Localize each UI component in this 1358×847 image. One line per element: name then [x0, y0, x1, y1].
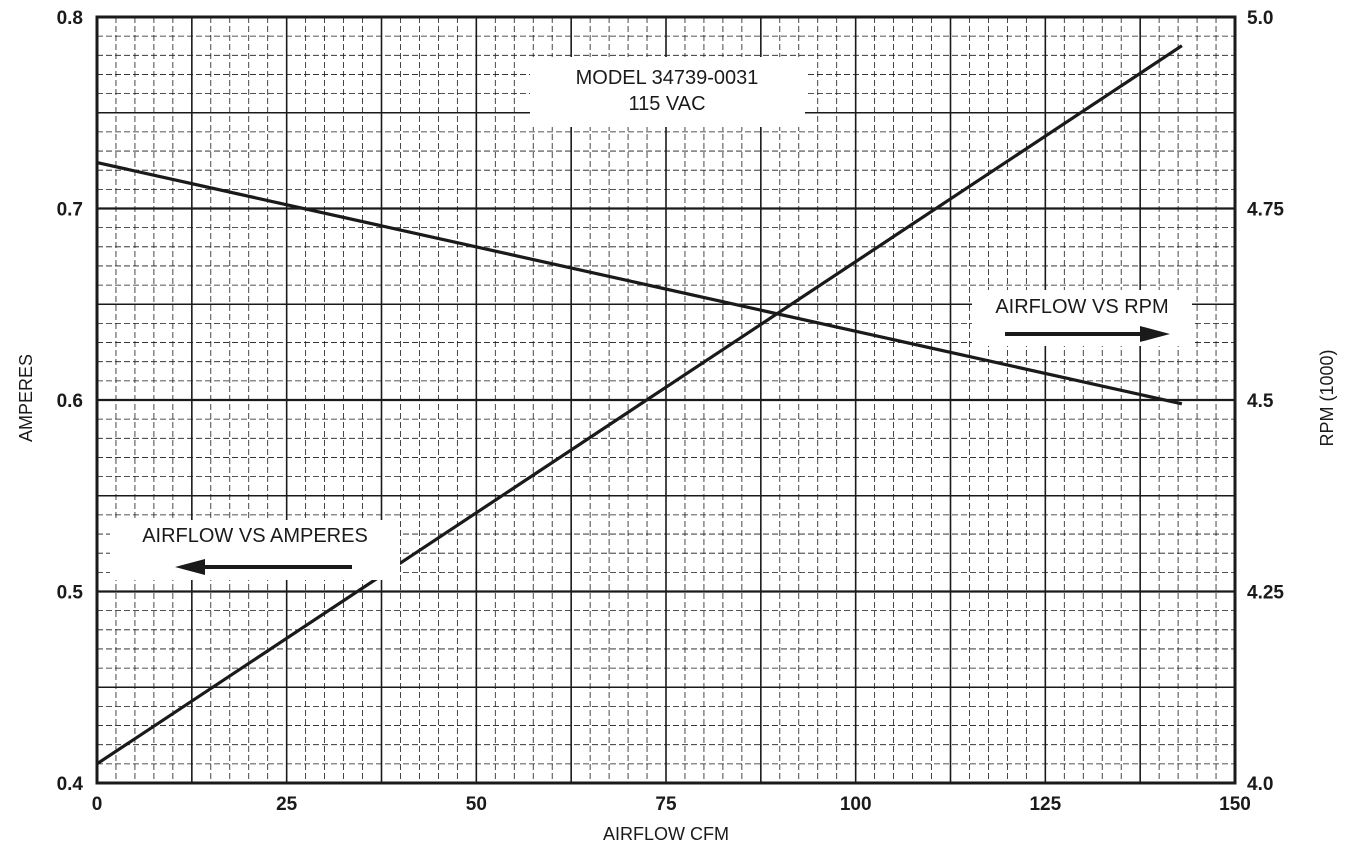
y-left-tick-label: 0.8 — [57, 8, 83, 29]
x-tick-label: 50 — [466, 794, 487, 815]
y-right-tick-label: 5.0 — [1247, 8, 1273, 29]
chart-title-line-2: 115 VAC — [628, 93, 705, 115]
x-tick-label: 0 — [92, 794, 103, 815]
series-group — [96, 44, 1183, 766]
y-left-tick-label: 0.7 — [57, 200, 83, 221]
y-left-tick-label: 0.6 — [57, 391, 83, 412]
annotation-rpm: AIRFLOW VS RPM — [972, 290, 1192, 346]
series-line-1 — [96, 44, 1183, 766]
x-tick-label: 75 — [655, 794, 677, 815]
chart-title-box: MODEL 34739-0031 115 VAC — [530, 57, 805, 127]
series-line-2 — [96, 160, 1183, 406]
y-axis-left-title: AMPERES — [16, 354, 36, 442]
x-tick-label: 100 — [840, 794, 872, 815]
x-axis-title: AIRFLOW CFM — [603, 824, 729, 844]
annotation-amperes-arrowhead — [175, 559, 205, 575]
tick-labels: 0 25 50 75 100 125 150 0.4 0.5 0.6 0.7 0.8 4.0 4.25 4.… — [57, 8, 1285, 815]
chart-title-line-1: MODEL 34739-0031 — [576, 67, 759, 89]
y-axis-right-title: RPM (1000) — [1317, 349, 1337, 446]
annotation-rpm-arrowhead — [1140, 326, 1170, 342]
x-tick-label: 125 — [1029, 794, 1061, 815]
annotation-rpm-label: AIRFLOW VS RPM — [995, 296, 1168, 318]
grid — [97, 17, 1235, 783]
y-left-tick-label: 0.5 — [57, 583, 84, 604]
annotation-amperes-label: AIRFLOW VS AMPERES — [142, 525, 368, 547]
x-tick-label: 150 — [1219, 794, 1251, 815]
annotation-amperes: AIRFLOW VS AMPERES — [110, 520, 400, 580]
y-left-tick-label: 0.4 — [57, 774, 84, 795]
y-right-tick-label: 4.5 — [1247, 391, 1274, 412]
y-right-tick-label: 4.75 — [1247, 200, 1284, 221]
plot-frame — [95, 15, 1237, 785]
y-right-tick-label: 4.25 — [1247, 583, 1284, 604]
x-tick-label: 25 — [276, 794, 298, 815]
y-right-tick-label: 4.0 — [1247, 774, 1273, 795]
